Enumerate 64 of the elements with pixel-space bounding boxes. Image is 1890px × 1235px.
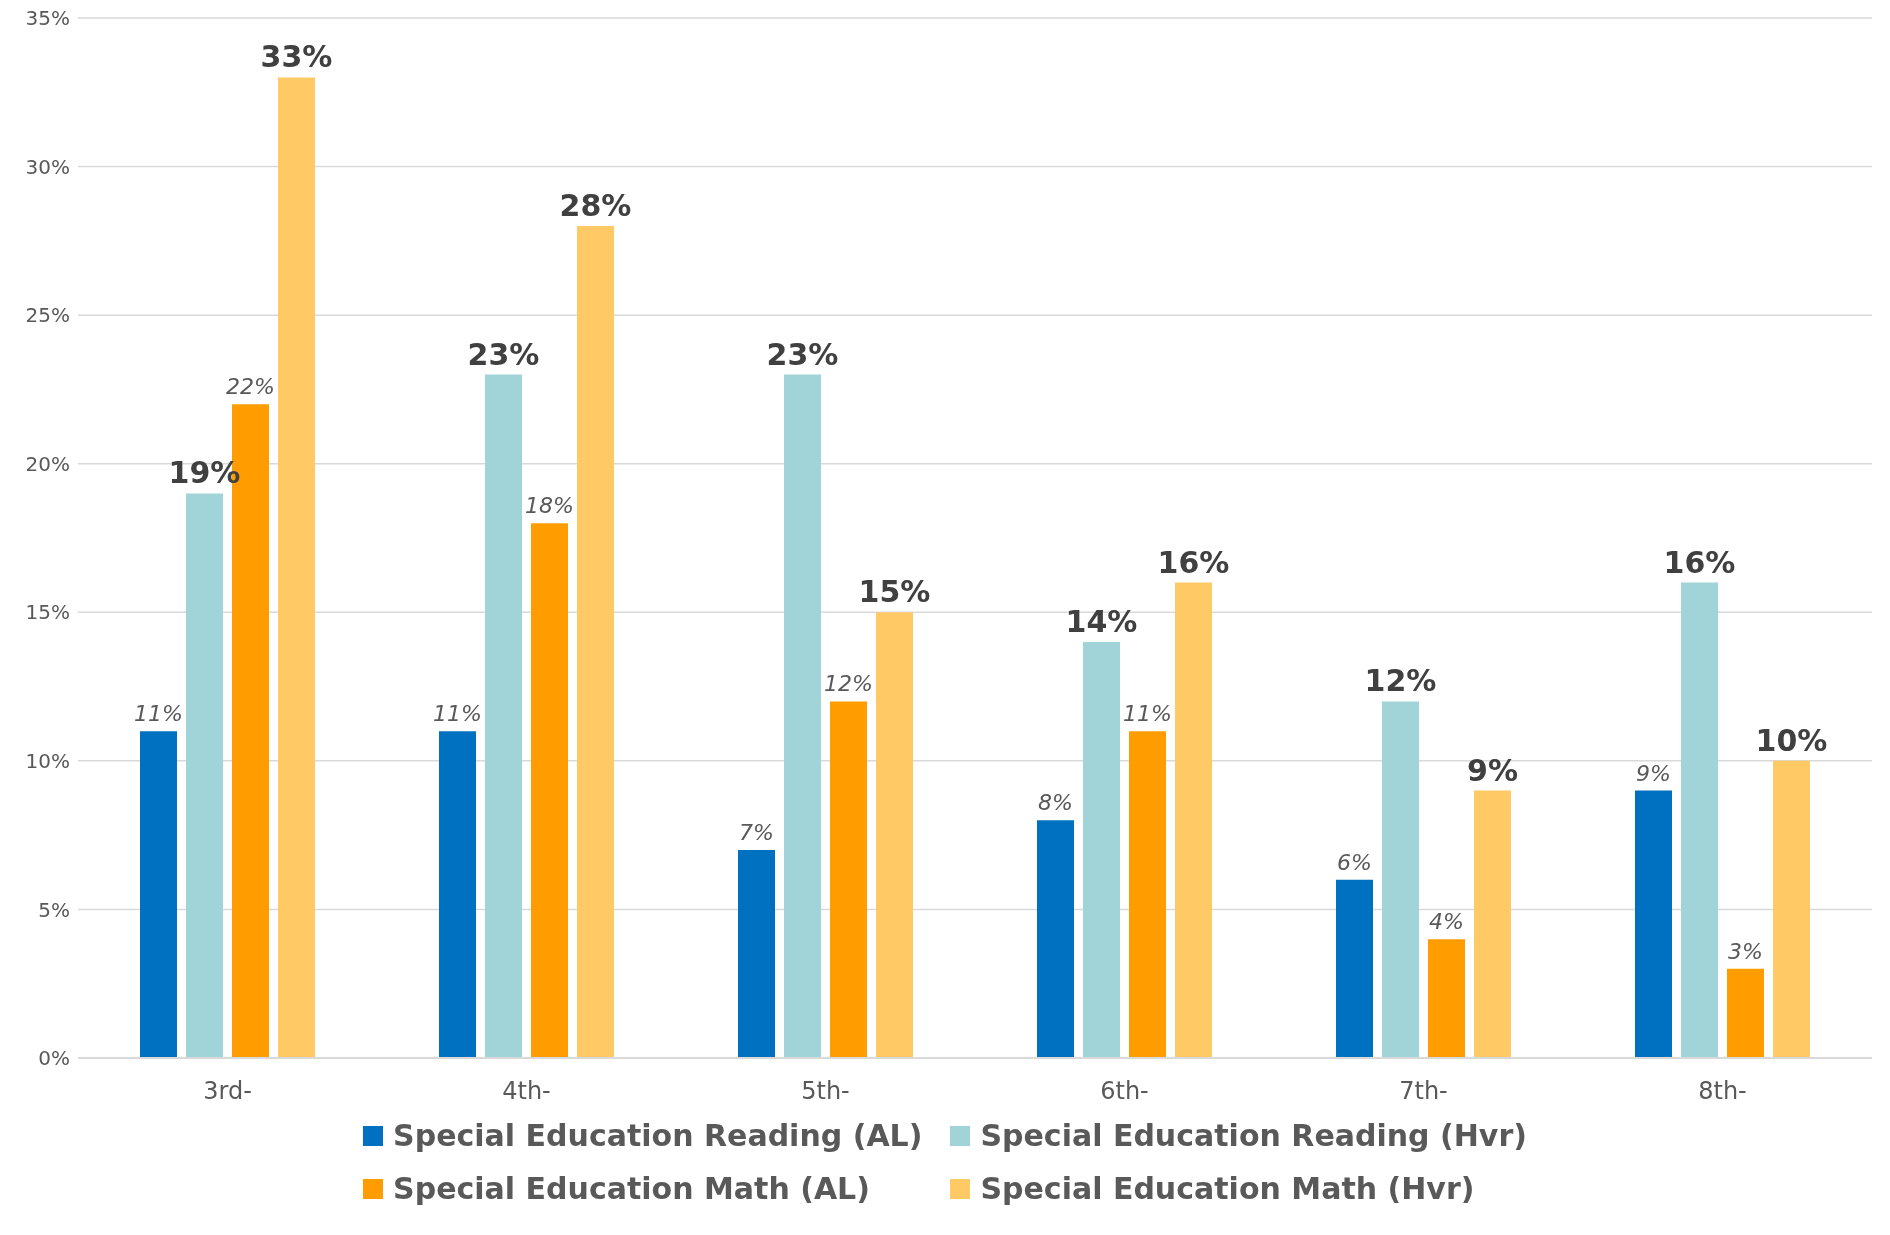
x-tick-label: 6th- [1100, 1077, 1149, 1106]
data-label: 9% [1636, 760, 1671, 786]
bar [1037, 820, 1074, 1058]
y-tick-label: 20% [25, 451, 70, 476]
legend-label: Special Education Math (AL) [393, 1171, 870, 1206]
bar [1474, 790, 1511, 1058]
bar [1428, 939, 1465, 1058]
bar [1175, 582, 1212, 1058]
x-tick-label: 8th- [1698, 1077, 1747, 1106]
data-label: 23% [766, 336, 839, 372]
data-label: 16% [1663, 544, 1736, 580]
data-label: 11% [433, 701, 482, 727]
bar [1681, 582, 1718, 1058]
bar [738, 850, 775, 1058]
legend-label: Special Education Reading (Hvr) [980, 1118, 1527, 1153]
data-label: 11% [1123, 701, 1172, 727]
y-tick-label: 25% [25, 303, 70, 328]
bar [439, 731, 476, 1058]
bar [140, 731, 177, 1058]
bar [1129, 731, 1166, 1058]
bar [876, 612, 913, 1058]
data-label: 23% [467, 336, 540, 372]
legend-label: Special Education Math (Hvr) [980, 1171, 1475, 1206]
data-label: 3% [1728, 938, 1763, 964]
bar [1773, 760, 1810, 1058]
data-label: 10% [1755, 722, 1828, 758]
data-label: 28% [559, 188, 632, 223]
y-tick-label: 15% [25, 600, 70, 625]
data-label: 12% [1364, 663, 1437, 699]
data-label: 22% [226, 374, 275, 400]
y-tick-label: 35% [25, 6, 70, 31]
bar [1336, 879, 1373, 1058]
bar [186, 493, 223, 1058]
data-label: 33% [260, 39, 333, 75]
bar [485, 374, 522, 1058]
y-tick-label: 10% [25, 748, 70, 773]
bar [784, 374, 821, 1058]
bar [577, 226, 614, 1058]
bar [1083, 642, 1120, 1058]
data-label: 14% [1065, 604, 1138, 639]
data-label: 12% [824, 671, 873, 697]
x-tick-label: 5th- [801, 1077, 850, 1106]
data-label: 6% [1337, 849, 1372, 875]
x-tick-label: 7th- [1399, 1077, 1448, 1106]
bar [531, 523, 568, 1058]
y-tick-label: 30% [25, 154, 70, 179]
bar [1382, 701, 1419, 1058]
x-tick-label: 3rd- [203, 1077, 252, 1106]
bar [278, 77, 315, 1058]
x-tick-label: 4th- [502, 1077, 551, 1106]
data-label: 9% [1467, 752, 1518, 788]
data-label: 11% [134, 701, 183, 727]
bar [1727, 968, 1764, 1058]
data-label: 8% [1038, 790, 1073, 816]
legend-label: Special Education Reading (AL) [393, 1118, 923, 1153]
y-tick-label: 5% [38, 897, 70, 922]
data-label: 4% [1429, 909, 1464, 935]
bar [830, 701, 867, 1058]
data-label: 7% [739, 820, 774, 845]
y-tick-label: 0% [38, 1046, 70, 1071]
data-label: 18% [525, 493, 574, 519]
bar [1635, 790, 1672, 1058]
data-label: 16% [1157, 544, 1230, 580]
data-label: 15% [858, 574, 931, 610]
